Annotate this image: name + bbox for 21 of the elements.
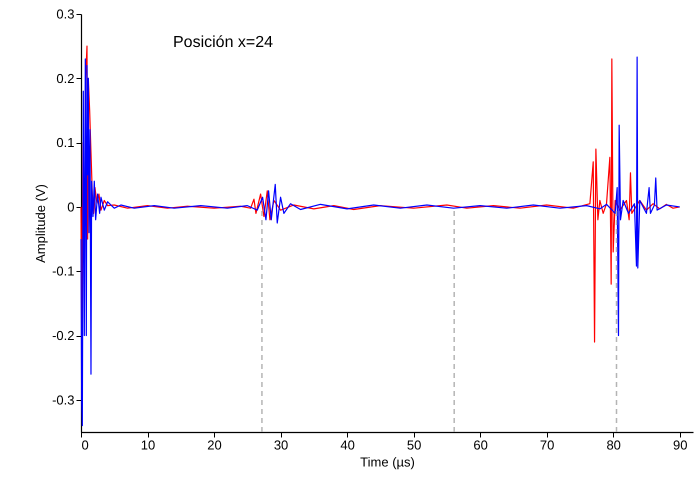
x-axis-title: Time (µs) xyxy=(360,454,415,470)
x-tick-label: 60 xyxy=(473,438,488,452)
x-tick-label: 70 xyxy=(540,438,554,452)
x-tick-label: 10 xyxy=(140,438,156,452)
y-tick-label: 0.2 xyxy=(56,70,74,86)
annotation: Posición x=24 xyxy=(173,34,274,51)
y-tick-label: -0.2 xyxy=(52,328,74,344)
x-tick-label: 50 xyxy=(406,438,422,452)
y-axis-title: Amplitude (V) xyxy=(33,184,48,263)
x-tick-label: 90 xyxy=(672,438,688,452)
x-tick-label: 30 xyxy=(274,438,288,452)
line-series xyxy=(80,56,680,426)
x-tick-label: 0 xyxy=(82,438,89,452)
x-tick-label: 80 xyxy=(606,438,621,452)
y-tick-label: -0.3 xyxy=(52,392,74,408)
y-tick-label: 0 xyxy=(67,199,74,214)
y-tick-label: 0.3 xyxy=(56,6,74,22)
y-tick-label: -0.1 xyxy=(52,264,74,279)
x-tick-label: 20 xyxy=(207,438,222,452)
x-tick-label: 40 xyxy=(340,438,355,452)
y-tick-label: 0.1 xyxy=(56,135,74,150)
